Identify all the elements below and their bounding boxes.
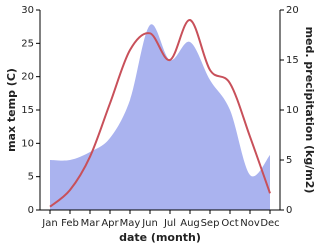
x-tick-label: May — [120, 218, 141, 229]
y-axis-title: max temp (C) — [5, 68, 18, 152]
y2-axis-title: med. precipitation (kg/m2) — [303, 27, 316, 194]
y2-tick-label: 15 — [286, 55, 299, 66]
y-tick-label: 25 — [21, 38, 34, 49]
y-tick-label: 5 — [28, 172, 34, 183]
x-tick-label: Oct — [221, 218, 238, 229]
x-axis-title: date (month) — [119, 231, 201, 244]
y2-tick-label: 0 — [286, 205, 292, 216]
x-tick-label: Jan — [41, 218, 57, 229]
y-tick-label: 10 — [21, 138, 34, 149]
y2-tick-label: 10 — [286, 105, 299, 116]
y-tick-label: 30 — [21, 5, 34, 16]
x-tick-label: Mar — [81, 218, 101, 229]
temperature-line — [49, 18, 271, 208]
x-tick-label: Jun — [141, 218, 158, 229]
x-tick-label: Sep — [201, 218, 220, 229]
x-tick-label: Jul — [163, 218, 176, 229]
y2-tick-label: 5 — [286, 155, 292, 166]
x-tick-label: Dec — [260, 218, 279, 229]
x-tick-label: Apr — [101, 218, 119, 229]
y2-tick-label: 20 — [286, 5, 299, 16]
y-tick-label: 15 — [21, 105, 34, 116]
y-tick-label: 0 — [28, 205, 34, 216]
x-tick-label: Feb — [61, 218, 79, 229]
x-tick-label: Aug — [180, 218, 200, 229]
y-tick-label: 20 — [21, 72, 34, 83]
x-tick-label: Nov — [240, 218, 260, 229]
precipitation-area — [50, 24, 270, 211]
